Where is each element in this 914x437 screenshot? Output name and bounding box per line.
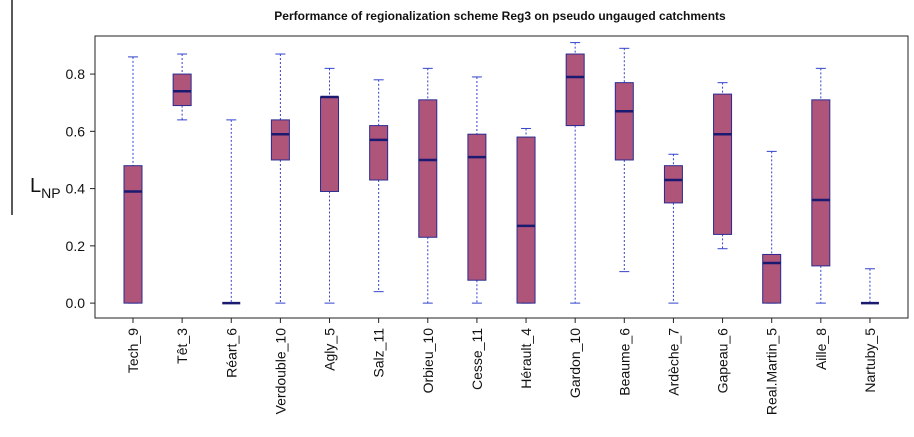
chart-title: Performance of regionalization scheme Re…	[274, 9, 726, 23]
box	[762, 253, 782, 304]
y-tick-label: 0.8	[66, 66, 86, 82]
box	[516, 136, 536, 304]
box	[270, 119, 290, 161]
x-tick-label: Tech_9	[125, 328, 141, 373]
x-tick-label: Salz_11	[371, 328, 387, 378]
y-tick-label: 0.0	[66, 295, 86, 311]
x-tick-label: Agly_5	[322, 328, 338, 371]
box	[369, 125, 389, 181]
y-tick-label: 0.6	[66, 123, 86, 139]
plot-frame	[94, 35, 909, 319]
x-tick-label: Têt_3	[174, 328, 190, 364]
y-label-sub: NP	[41, 185, 60, 201]
x-tick-label: Hérault_4	[518, 328, 534, 389]
box	[172, 73, 192, 107]
y-tick-label: 0.4	[66, 181, 86, 197]
x-tick-label: Nartuby_5	[862, 328, 878, 393]
x-tick-label: Réart_6	[223, 328, 239, 378]
y-tick-label: 0.2	[66, 238, 86, 254]
y-axis-label: LNP	[30, 175, 61, 201]
box	[418, 99, 438, 238]
x-tick-label: Real.Martin_5	[764, 328, 780, 415]
x-tick-label: Gardon_10	[567, 328, 583, 398]
box	[614, 82, 634, 161]
y-label-main: L	[30, 175, 41, 197]
x-tick-label: Beaume_6	[616, 328, 632, 396]
x-tick-label: Cesse_11	[469, 328, 485, 390]
x-tick-label: Verdouble_10	[272, 328, 288, 415]
box	[811, 99, 831, 267]
x-tick-label: Aille_8	[813, 328, 829, 370]
box	[663, 165, 683, 204]
box	[320, 96, 340, 192]
x-tick-label: Ardèche_7	[665, 328, 681, 396]
box	[123, 165, 143, 304]
box	[467, 133, 487, 281]
box	[565, 53, 585, 127]
x-tick-label: Orbieu_10	[420, 328, 436, 394]
x-tick-label: Gapeau_6	[715, 328, 731, 394]
box	[713, 93, 733, 235]
